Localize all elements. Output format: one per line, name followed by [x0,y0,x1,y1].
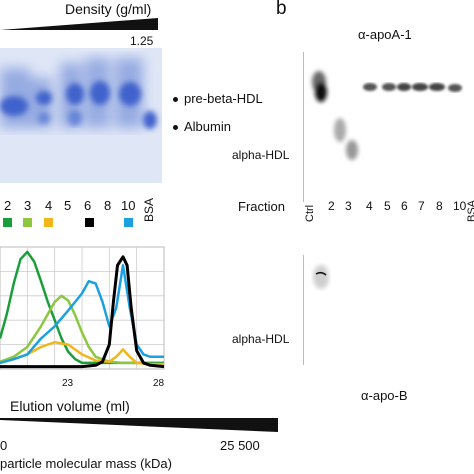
apoa1-title: α-apoA-1 [358,27,412,42]
fraction-swatch-6 [85,218,94,227]
fraction-swatch-10 [124,218,133,227]
fraction-word: Fraction [238,199,285,214]
density-wedge [0,18,158,30]
series-line-2 [0,294,164,366]
elution-chart [0,246,165,370]
lane-label-6: 6 [401,199,408,213]
apoa1-blot-image [303,52,474,202]
lane-label-bsa: BSA [466,199,474,222]
lane-label-7: 7 [418,199,425,213]
fraction-swatch-4 [44,218,53,227]
x-tick-23: 23 [62,378,74,389]
lane-label-4: 4 [366,199,373,213]
fraction-label-3: 3 [24,198,32,213]
mass-axis-label: particle molecular mass (kDa) [0,456,172,471]
apob-blot-image [303,255,474,365]
lane-label-2: 2 [328,199,335,213]
lane-label-ctrl: Ctrl [304,204,316,222]
density-label: Density (g/ml) [65,1,152,17]
alpha-hdl-bottom-label: alpha-HDL [232,332,290,346]
mass-right-label: 25 500 [220,438,260,453]
native-gel-image [0,48,162,183]
albumin-label: Albumin [184,119,231,134]
fraction-label-4: 4 [45,198,53,213]
alpha-hdl-top-label: alpha-HDL [232,148,290,162]
series-line-5 [0,255,165,369]
pre-beta-hdl-label: pre-beta-HDL [184,91,263,106]
lane-label-3: 3 [345,199,352,213]
fraction-swatch-3 [23,218,32,227]
fraction-label-8: 8 [104,198,112,213]
mass-wedge [0,418,278,432]
density-max-label: 1.25 [130,34,154,48]
pre-beta-hdl-bullet [173,97,178,102]
elution-volume-label: Elution volume (ml) [10,398,130,414]
fraction-label-5: 5 [64,198,72,213]
fraction-label-2: 2 [4,198,12,213]
series-line-4 [0,264,164,365]
lane-label-5: 5 [384,199,391,213]
fraction-label-bsa: BSA [142,197,156,222]
apob-title: α-apo-B [361,388,408,403]
fraction-label-10: 10 [121,198,136,213]
x-tick-28: 28 [153,378,165,389]
lane-label-8: 8 [436,199,443,213]
series-line-3 [0,340,164,366]
panel-b-letter: b [276,0,287,19]
lane-label-10: 10 [453,199,467,213]
fraction-label-6: 6 [84,198,92,213]
mass-left-label: 0 [0,438,8,453]
fraction-swatch-2 [3,218,12,227]
albumin-bullet [173,125,178,130]
